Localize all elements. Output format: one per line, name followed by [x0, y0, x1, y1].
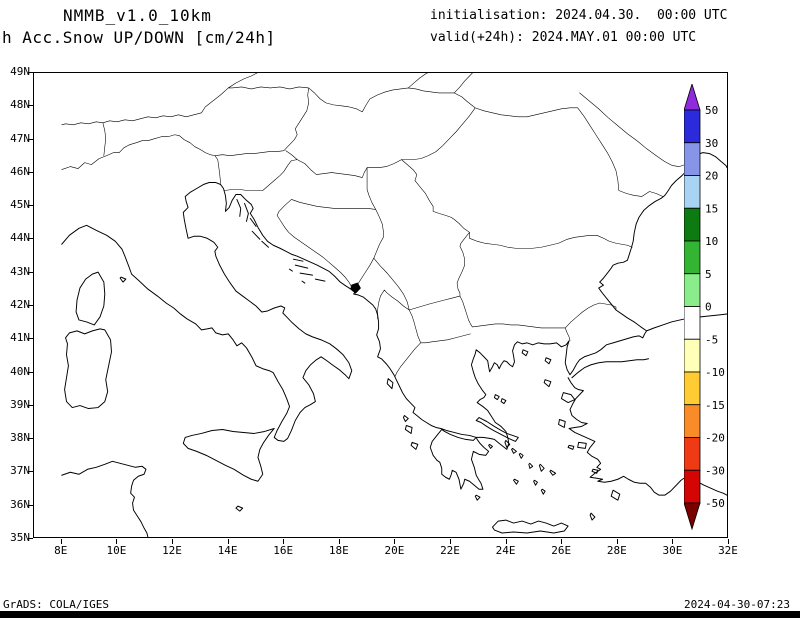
colorbar-segment — [683, 404, 701, 438]
lat-tick-mark — [28, 338, 33, 339]
colorbar-tick-label: 20 — [705, 170, 718, 183]
colorbar-segment — [683, 273, 701, 307]
lon-tick-label: 28E — [606, 544, 627, 557]
colorbar-arrow-bottom — [683, 502, 701, 531]
lat-tick-mark — [28, 405, 33, 406]
lon-tick-label: 26E — [551, 544, 572, 557]
lon-tick-label: 20E — [384, 544, 405, 557]
lat-tick-label: 46N — [10, 164, 30, 178]
colorbar-tick-label: -5 — [705, 333, 718, 346]
lat-tick-label: 41N — [10, 331, 30, 345]
lon-tick-mark — [228, 539, 229, 544]
lon-tick-mark — [172, 539, 173, 544]
lon-tick-label: 8E — [54, 544, 68, 557]
colorbar-tick-label: 30 — [705, 137, 718, 150]
initialisation-label: initialisation: 2024.04.30. 00:00 UTC — [430, 8, 728, 23]
lat-tick-mark — [28, 505, 33, 506]
colorbar-tick-label: 0 — [705, 301, 712, 314]
lat-tick-label: 47N — [10, 131, 30, 145]
colorbar-tick-label: -15 — [705, 399, 725, 412]
map-plot-area — [33, 72, 728, 538]
lat-tick-mark — [28, 372, 33, 373]
colorbar-segment — [683, 437, 701, 471]
colorbar-segment — [683, 338, 701, 373]
colorbar-segment — [683, 142, 701, 176]
country-borders — [61, 73, 692, 377]
colorbar-tick-label: 5 — [705, 268, 712, 281]
lon-tick-mark — [617, 539, 618, 544]
colorbar-tick-label: -20 — [705, 432, 725, 445]
lat-tick-mark — [28, 72, 33, 73]
lon-tick-mark — [672, 539, 673, 544]
colorbar-segment — [683, 371, 701, 406]
colorbar-segment — [683, 175, 701, 209]
lon-tick-mark — [394, 539, 395, 544]
lat-tick-label: 39N — [10, 397, 30, 411]
coastline-north-africa — [61, 460, 149, 537]
colorbar-segment — [683, 240, 701, 275]
lon-tick-mark — [283, 539, 284, 544]
lon-tick-label: 14E — [217, 544, 238, 557]
lat-tick-label: 40N — [10, 364, 30, 378]
colorbar-tick-label: -10 — [705, 366, 725, 379]
lat-tick-mark — [28, 438, 33, 439]
colorbar-arrow-top — [683, 82, 701, 111]
lon-tick-mark — [561, 539, 562, 544]
lat-tick-label: 35N — [10, 531, 30, 544]
lat-tick-label: 44N — [10, 231, 30, 245]
lat-tick-label: 48N — [10, 98, 30, 112]
lat-tick-label: 45N — [10, 198, 30, 212]
colorbar-tick-label: 50 — [705, 104, 718, 117]
lat-tick-label: 42N — [10, 298, 30, 311]
lat-tick-mark — [28, 538, 33, 539]
lat-tick-mark — [28, 139, 33, 140]
kotor-bay-mark — [350, 282, 361, 294]
lat-tick-mark — [28, 272, 33, 273]
coastline-islands — [64, 198, 621, 534]
lon-tick-label: 16E — [273, 544, 294, 557]
colorbar-segment — [683, 306, 701, 340]
lat-tick-label: 49N — [10, 65, 30, 78]
colorbar-segment — [683, 109, 701, 144]
field-title: h Acc.Snow UP/DOWN [cm/24h] — [2, 28, 276, 47]
lat-tick-mark — [28, 238, 33, 239]
colorbar-tick-label: -50 — [705, 497, 725, 510]
lon-tick-mark — [450, 539, 451, 544]
grads-credit: GrADS: COLA/IGES — [3, 598, 109, 611]
lon-tick-label: 22E — [440, 544, 460, 557]
colorbar-segment — [683, 207, 701, 242]
lon-tick-label: 30E — [662, 544, 683, 557]
generation-timestamp: 2024-04-30-07:23 — [684, 598, 790, 611]
bottom-black-bar — [0, 611, 800, 618]
lon-tick-mark — [506, 539, 507, 544]
lat-tick-mark — [28, 471, 33, 472]
lon-tick-label: 10E — [106, 544, 127, 557]
lon-tick-label: 32E — [718, 544, 738, 557]
lon-tick-mark — [116, 539, 117, 544]
lon-tick-mark — [728, 539, 729, 544]
lat-tick-label: 38N — [10, 431, 30, 445]
lat-tick-mark — [28, 172, 33, 173]
lon-tick-mark — [339, 539, 340, 544]
lon-tick-label: 18E — [328, 544, 349, 557]
lat-tick-label: 37N — [10, 464, 30, 478]
lat-tick-mark — [28, 305, 33, 306]
coastline-mainland — [61, 152, 727, 490]
colorbar-tick-label: 15 — [705, 202, 718, 215]
colorbar-tick-label: -30 — [705, 464, 725, 477]
colorbar-segment — [683, 469, 701, 504]
colorbar: 50 30 20 15 10 5 0 -5 -10 -15 -20 -30 -50 — [683, 82, 744, 531]
lon-tick-mark — [61, 539, 62, 544]
valid-label: valid(+24h): 2024.MAY.01 00:00 UTC — [430, 30, 697, 45]
model-title: NMMB_v1.0_10km — [63, 6, 212, 25]
lon-tick-label: 12E — [162, 544, 182, 557]
map-canvas — [61, 73, 727, 537]
lat-tick-mark — [28, 105, 33, 106]
lon-tick-label: 24E — [495, 544, 516, 557]
lat-tick-mark — [28, 205, 33, 206]
lat-tick-label: 36N — [10, 497, 30, 511]
colorbar-tick-label: 10 — [705, 235, 718, 248]
lat-tick-label: 43N — [10, 264, 30, 278]
